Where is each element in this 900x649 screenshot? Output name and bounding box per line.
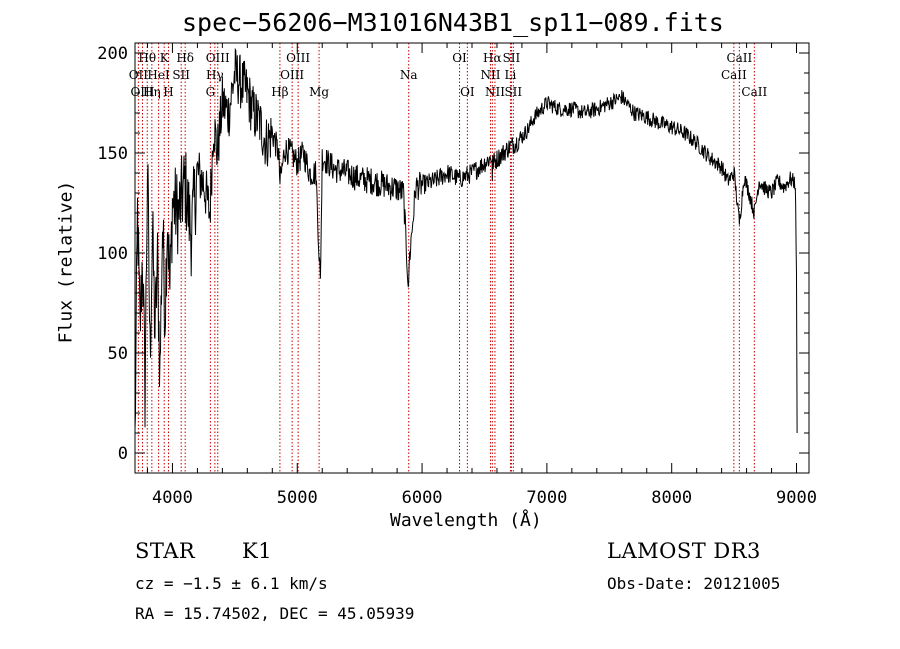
x-tick-label-9000: 9000 — [776, 488, 817, 508]
x-tick-label-7000: 7000 — [526, 488, 567, 508]
plot-frame — [134, 42, 810, 474]
y-tick-label-150: 150 — [97, 144, 128, 164]
y-tick-label-0: 0 — [118, 444, 128, 464]
emission-line-label-8: Hδ — [176, 51, 194, 65]
axes: 4000 5000 6000 7000 8000 9000 0 50 100 150 200 — [97, 42, 817, 508]
emission-line-label-7: H — [163, 85, 173, 99]
emission-line-label-9: OIII — [206, 51, 230, 65]
emission-line-label-22: Li — [505, 68, 517, 82]
chart-title: spec−56206−M31016N43B1_sp11−089.fits — [182, 8, 724, 37]
object-subclass: K1 — [242, 539, 273, 563]
emission-line-label-16: Na — [400, 68, 418, 82]
emission-line-label-17: OI — [452, 51, 467, 65]
emission-line-label-20: SII — [503, 51, 521, 65]
x-axis-label: Wavelength (Å) — [390, 510, 542, 531]
emission-line-label-19: Hα — [483, 51, 502, 65]
emission-line-label-4: Hη — [143, 85, 161, 99]
emission-line-label-6: SII — [172, 68, 190, 82]
emission-line-label-10: Hγ — [206, 68, 224, 82]
emission-line-label-18: OI — [460, 85, 475, 99]
y-axis-label: Flux (relative) — [55, 180, 77, 344]
x-tick-label-8000: 8000 — [651, 488, 692, 508]
object-class: STAR — [135, 539, 196, 563]
emission-line-label-21: NII — [480, 68, 500, 82]
emission-line-label-1: OII — [129, 68, 149, 82]
survey-name: LAMOST DR3 — [607, 539, 761, 563]
emission-line-label-26: CaII — [721, 68, 747, 82]
y-tick-label-200: 200 — [97, 44, 128, 64]
emission-line-label-23: NII — [485, 85, 505, 99]
x-tick-label-4000: 4000 — [152, 488, 193, 508]
emission-line-label-0: Hθ — [138, 51, 156, 65]
emission-line-label-13: OIII — [286, 51, 310, 65]
y-tick-label-50: 50 — [108, 344, 128, 364]
y-tick-label-100: 100 — [97, 244, 128, 264]
emission-line-label-2: OIII — [130, 85, 154, 99]
emission-line-label-25: CaII — [726, 51, 752, 65]
spectrum-series — [134, 47, 798, 434]
emission-line-label-3: HeI — [147, 68, 170, 82]
coordinates: RA = 15.74502, DEC = 45.05939 — [135, 604, 415, 623]
emission-line-label-12: Hβ — [271, 85, 288, 99]
emission-line-label-24: SII — [504, 85, 522, 99]
emission-lines-layer — [137, 43, 755, 473]
emission-line-label-5: K — [160, 51, 170, 65]
spectrum-line — [134, 47, 798, 434]
emission-line-label-11: G — [206, 85, 216, 99]
observation-date: Obs-Date: 20121005 — [607, 574, 781, 593]
x-tick-label-6000: 6000 — [402, 488, 443, 508]
emission-line-label-15: Mg — [309, 85, 329, 99]
emission-line-label-14: OIII — [280, 68, 304, 82]
x-tick-label-5000: 5000 — [277, 488, 318, 508]
emission-line-label-27: CaII — [741, 85, 767, 99]
redshift-cz: cz = −1.5 ± 6.1 km/s — [135, 574, 328, 593]
